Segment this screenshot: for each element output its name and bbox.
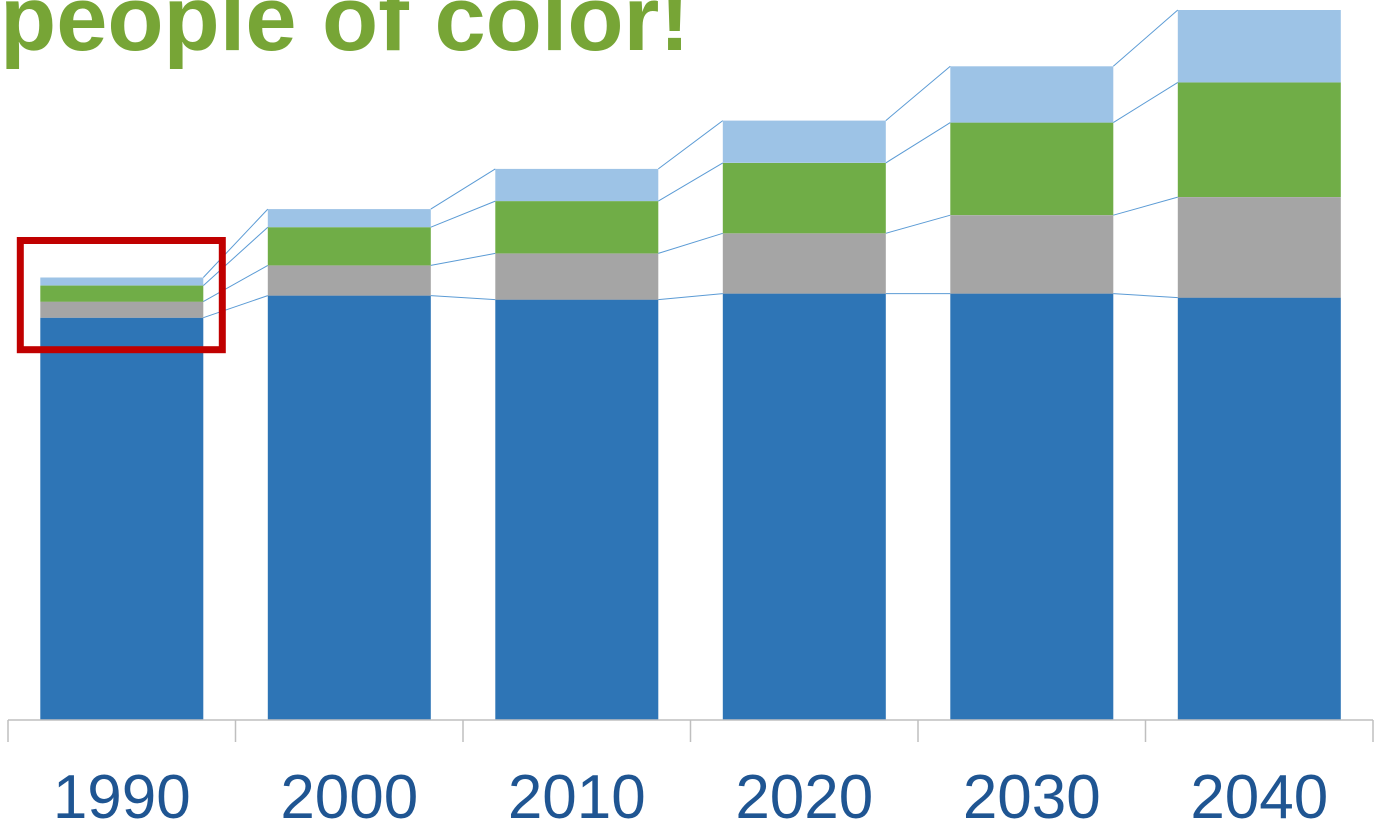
series-line-2030-s1 (1113, 196, 1178, 216)
x-tick-label-2040: 2040 (1190, 763, 1328, 823)
series-line-2000-s3 (430, 168, 496, 210)
bar-segment-2030-s2 (950, 122, 1114, 216)
x-tick-label-1990: 1990 (53, 763, 191, 823)
bar-segment-2020-s3 (722, 120, 886, 163)
bar-segment-2000-s3 (267, 209, 431, 228)
x-tick-label-2030: 2030 (963, 763, 1101, 823)
bar-segment-2030-s3 (950, 66, 1114, 123)
series-line-2010-s1 (658, 232, 723, 254)
bar-segment-2000-s0 (267, 295, 431, 720)
bar-segment-2010-s2 (495, 201, 659, 254)
series-line-2030-s2 (1113, 81, 1179, 124)
bar-segment-2020-s0 (722, 293, 886, 720)
bar-segment-2030-s0 (950, 293, 1114, 720)
series-line-2030-s3 (1112, 9, 1179, 67)
series-line-2010-s2 (658, 162, 724, 202)
series-line-2000-s1 (430, 252, 496, 266)
series-line-2020-s1 (885, 214, 951, 234)
bar-segment-2040-s3 (1177, 10, 1341, 83)
bar-segment-1990-s1 (40, 301, 204, 318)
x-tick-label-2010: 2010 (508, 763, 646, 823)
x-axis (7, 719, 1374, 742)
bar-segment-2040-s0 (1177, 297, 1341, 720)
series-lines (202, 9, 1179, 319)
highlight-box (16, 237, 226, 354)
series-line-1990-s1 (203, 264, 269, 303)
series-line-2010-s0 (658, 293, 723, 301)
bar-segment-2020-s1 (722, 233, 886, 294)
bar-segment-2010-s3 (495, 168, 659, 202)
series-line-2000-s2 (430, 200, 496, 228)
series-line-1990-s2 (202, 226, 269, 286)
bar-segment-2020-s2 (722, 162, 886, 234)
bar-segment-2010-s0 (495, 299, 659, 720)
series-line-2010-s3 (658, 120, 724, 170)
series-line-2030-s0 (1113, 293, 1178, 299)
bar-segment-2000-s1 (267, 265, 431, 296)
series-line-2000-s0 (430, 295, 496, 301)
bar-segment-2030-s1 (950, 215, 1114, 294)
bar-segment-2010-s1 (495, 253, 659, 300)
bar-segment-1990-s3 (40, 277, 204, 286)
bar-segment-1990-s2 (40, 285, 204, 302)
chart-title: people of color! (0, 0, 690, 70)
series-line-2020-s3 (885, 65, 951, 121)
bar-segment-2040-s1 (1177, 197, 1341, 298)
series-line-1990-s3 (202, 208, 269, 278)
x-tick-label-2020: 2020 (735, 763, 873, 823)
series-line-2020-s2 (885, 122, 951, 164)
bar-segment-2000-s2 (267, 227, 431, 266)
x-tick-label-2000: 2000 (280, 763, 418, 823)
bar-segment-2040-s2 (1177, 82, 1341, 197)
bar-segments (40, 10, 1341, 720)
highlight-box-layer (16, 237, 226, 354)
x-tick-labels: 1990 2000 2010 2020 2030 2040 (53, 763, 1328, 823)
series-line-1990-s0 (203, 295, 268, 319)
bar-segment-1990-s0 (40, 317, 204, 720)
